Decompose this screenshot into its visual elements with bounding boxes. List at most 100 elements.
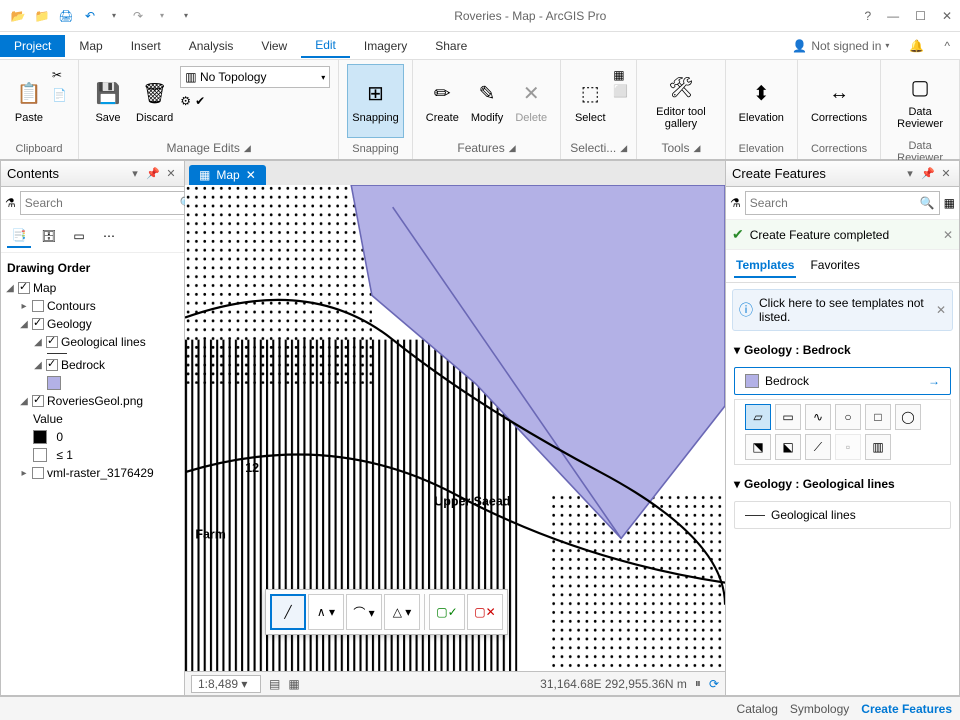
contents-search-input[interactable] [25, 196, 180, 210]
maximize-icon[interactable]: ☐ [915, 9, 926, 23]
copy-icon[interactable]: 📄 [52, 88, 70, 106]
autocomplete-free-tool[interactable]: ⬕ [775, 434, 801, 460]
chk-bedrock[interactable] [46, 359, 58, 371]
dismiss-info-icon[interactable]: ✕ [936, 303, 946, 317]
editor-gallery-button[interactable]: 🛠Editor tool gallery [645, 64, 716, 138]
collapse-section1[interactable]: ▾ [734, 343, 740, 357]
redo-icon[interactable]: ↷ [128, 6, 148, 26]
split-tool[interactable]: ▥ [865, 434, 891, 460]
chk-map[interactable] [18, 282, 30, 294]
map-canvas[interactable]: Upper Saead Farm 12 ╱ ∧ ▾ ⌒ ▾ △ ▾ ▢✓ ▢✕ [185, 185, 725, 671]
clear-icon[interactable]: ⬜ [613, 84, 628, 98]
trace-tool[interactable]: ∧ ▾ [308, 594, 344, 630]
toc-vml[interactable]: vml-raster_3176429 [47, 466, 154, 480]
toc-contours[interactable]: Contours [47, 299, 96, 313]
status-icon2[interactable]: ▦ [288, 677, 299, 691]
bedrock-template[interactable]: Bedrock → [734, 367, 951, 395]
tab-share[interactable]: Share [421, 35, 481, 57]
rect-tool[interactable]: ▭ [775, 404, 801, 430]
paste-button[interactable]: 📋Paste [8, 64, 50, 138]
snapping-button[interactable]: ⊞Snapping [347, 64, 404, 138]
expand-bedrock[interactable]: ◢ [33, 360, 43, 371]
contents-pin-icon[interactable]: 📌 [146, 167, 160, 181]
qat-more[interactable]: ▾ [176, 6, 196, 26]
map-tab-close-icon[interactable]: ✕ [246, 168, 256, 182]
tab-map[interactable]: Map [65, 35, 116, 57]
contents-drop-icon[interactable]: ▾ [128, 167, 142, 181]
status-icon1[interactable]: ▤ [269, 677, 280, 691]
arc-tool[interactable]: ⌒ ▾ [346, 594, 382, 630]
create-settings-icon[interactable]: ▦ [944, 196, 955, 210]
create-button[interactable]: ✏Create [421, 64, 464, 138]
chk-geology[interactable] [32, 318, 44, 330]
createfeatures-tab[interactable]: Create Features [861, 702, 952, 716]
open-icon[interactable]: 📂 [8, 6, 28, 26]
square-tool[interactable]: □ [865, 404, 891, 430]
scale-combo[interactable]: 1:8,489 ▾ [191, 675, 261, 693]
finish-sketch[interactable]: ▢✓ [429, 594, 465, 630]
tab-analysis[interactable]: Analysis [175, 35, 248, 57]
select-button[interactable]: ⬚Select [569, 64, 611, 138]
create-pin-icon[interactable]: 📌 [921, 167, 935, 181]
templates-tab[interactable]: Templates [734, 254, 796, 278]
ellipse-tool[interactable]: ◯ [895, 404, 921, 430]
chk-contours[interactable] [32, 300, 44, 312]
save-edits-button[interactable]: 💾Save [87, 64, 129, 138]
data-reviewer-button[interactable]: ▢Data Reviewer [889, 64, 951, 138]
list-by-drawing-order[interactable]: 📑 [7, 224, 31, 248]
discard-button[interactable]: 🗑Discard [131, 64, 178, 138]
list-by-source[interactable]: 🗄 [37, 224, 61, 248]
list-by-selection[interactable]: ▭ [67, 224, 91, 248]
list-more[interactable]: ⋯ [97, 224, 121, 248]
cut-icon[interactable]: ✂ [52, 68, 70, 86]
pause-icon[interactable]: ⏸ [695, 676, 701, 691]
create-search-icon[interactable]: 🔍 [920, 196, 935, 210]
autocomplete-tool[interactable]: ⬔ [745, 434, 771, 460]
folder-icon[interactable]: 📁 [32, 6, 52, 26]
close-icon[interactable]: ✕ [942, 9, 952, 23]
contents-close-icon[interactable]: ✕ [164, 167, 178, 181]
expand-roveries[interactable]: ◢ [19, 396, 29, 407]
toc-map[interactable]: Map [33, 281, 56, 295]
collapse-section2[interactable]: ▾ [734, 477, 740, 491]
create-drop-icon[interactable]: ▾ [903, 167, 917, 181]
tab-edit[interactable]: Edit [301, 34, 350, 58]
modify-button[interactable]: ✎Modify [466, 64, 508, 138]
undo-drop[interactable]: ▾ [104, 6, 124, 26]
undo-icon[interactable]: ↶ [80, 6, 100, 26]
signin-button[interactable]: 👤 Not signed in ▾ [782, 35, 899, 57]
catalog-tab[interactable]: Catalog [737, 702, 778, 716]
polygon-tool[interactable]: ▱ [745, 404, 771, 430]
redo-drop[interactable]: ▾ [152, 6, 172, 26]
create-search-input[interactable] [750, 196, 920, 210]
attr-icon[interactable]: ▦ [613, 68, 628, 82]
expand-map[interactable]: ◢ [5, 283, 15, 294]
create-close-icon[interactable]: ✕ [939, 167, 953, 181]
circle-tool[interactable]: ○ [835, 404, 861, 430]
expand-geology[interactable]: ◢ [19, 319, 29, 330]
dismiss-success-icon[interactable]: ✕ [943, 228, 953, 242]
trace-tool2[interactable]: ⟋ [805, 434, 831, 460]
chk-geolines[interactable] [46, 336, 58, 348]
favorites-tab[interactable]: Favorites [808, 254, 861, 278]
expand-vml[interactable]: ▸ [19, 468, 29, 479]
topology-combo[interactable]: ▥ No Topology▾ [180, 66, 330, 88]
expand-geolines[interactable]: ◢ [33, 337, 43, 348]
template-arrow-icon[interactable]: → [928, 374, 940, 388]
map-tab[interactable]: ▦Map✕ [189, 165, 266, 185]
filter-icon[interactable]: ⚗ [5, 196, 16, 210]
tab-insert[interactable]: Insert [117, 35, 175, 57]
toc-geology[interactable]: Geology [47, 317, 92, 331]
vertex-tool[interactable]: △ ▾ [384, 594, 420, 630]
expand-contours[interactable]: ▸ [19, 301, 29, 312]
elevation-button[interactable]: ⬍Elevation [734, 64, 789, 138]
toc-bedrock[interactable]: Bedrock [61, 358, 105, 372]
print-icon[interactable]: 🖨 [56, 6, 76, 26]
delete-button[interactable]: ✕Delete [510, 64, 552, 138]
refresh-icon[interactable]: ⟳ [709, 677, 719, 691]
error-inspector-icon[interactable]: ⚙ [180, 94, 191, 108]
tab-view[interactable]: View [247, 35, 301, 57]
line-tool[interactable]: ╱ [270, 594, 306, 630]
symbology-tab[interactable]: Symbology [790, 702, 849, 716]
toc-geolines[interactable]: Geological lines [61, 335, 146, 349]
